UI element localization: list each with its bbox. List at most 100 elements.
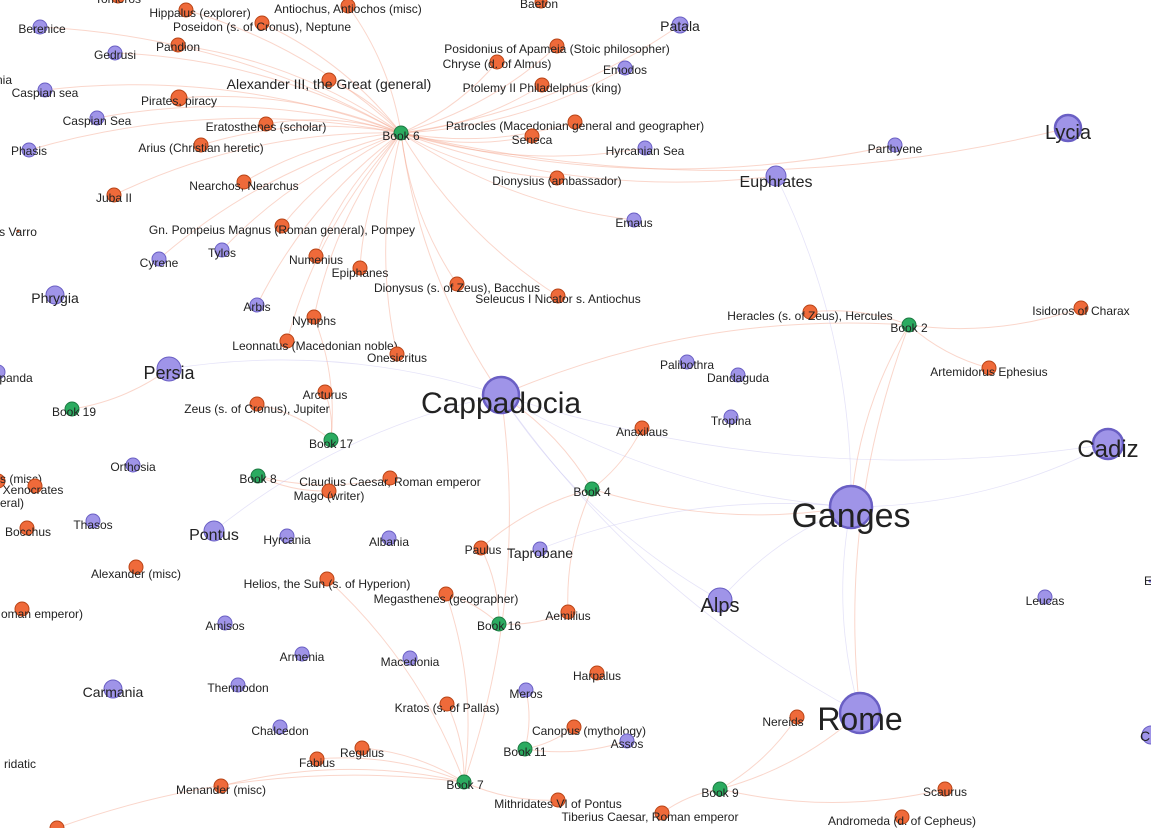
node-aemilius[interactable]: Aemilius: [545, 604, 591, 623]
person-node-marker[interactable]: [106, 187, 122, 203]
person-node-marker[interactable]: [382, 470, 398, 486]
place-node-marker[interactable]: [828, 484, 874, 530]
book-node-marker[interactable]: [323, 432, 339, 448]
book-node-marker[interactable]: [901, 317, 917, 333]
node-book-9[interactable]: Book 9: [701, 781, 739, 800]
person-node-marker[interactable]: [111, 0, 125, 4]
node-amisos[interactable]: Amisos: [205, 615, 245, 633]
node-tylos[interactable]: Tylos: [208, 242, 236, 260]
person-node-marker[interactable]: [389, 346, 405, 362]
node-taprobane[interactable]: Taprobane: [507, 541, 573, 561]
place-node-marker[interactable]: [85, 513, 101, 529]
person-node-marker[interactable]: [309, 751, 325, 767]
node-patala[interactable]: Patala: [660, 16, 700, 34]
node-gn-pompeius-magnus-roman-general-pompey[interactable]: Gn. Pompeius Magnus (Roman general), Pom…: [149, 218, 415, 237]
place-node-marker[interactable]: [37, 82, 53, 98]
person-node-marker[interactable]: [352, 260, 368, 276]
person-node-marker[interactable]: [340, 0, 356, 14]
node-onesicritus[interactable]: Onesicritus: [367, 346, 427, 365]
person-node-marker[interactable]: [894, 809, 910, 825]
place-node-marker[interactable]: [107, 45, 123, 61]
node-hyrcania[interactable]: Hyrcania: [263, 528, 311, 547]
node-antiochus-antiochos-misc[interactable]: Antiochus, Antiochos (misc): [274, 0, 422, 16]
node-albania[interactable]: Albania: [369, 530, 409, 549]
place-node-marker[interactable]: [279, 528, 295, 544]
place-node-marker[interactable]: [203, 520, 225, 542]
person-node-marker[interactable]: [306, 309, 322, 325]
node-regulus[interactable]: Regulus: [340, 740, 384, 760]
node-panda[interactable]: panda: [0, 364, 33, 385]
node-paulus[interactable]: Paulus: [465, 540, 502, 557]
node-leucas[interactable]: Leucas: [1026, 589, 1065, 608]
node-mago-writer[interactable]: Mago (writer): [294, 483, 365, 503]
person-node-marker[interactable]: [549, 38, 565, 54]
node-arbis[interactable]: Arbis: [243, 297, 271, 314]
person-node-marker[interactable]: [319, 571, 335, 587]
place-node-marker[interactable]: [272, 719, 288, 735]
node-eral[interactable]: eral): [0, 496, 24, 510]
place-node-marker[interactable]: [679, 354, 695, 370]
place-node-marker[interactable]: [723, 409, 739, 425]
person-node-marker[interactable]: [802, 304, 818, 320]
place-node-marker[interactable]: [1053, 113, 1083, 143]
place-node-marker[interactable]: [765, 165, 787, 187]
node-dionysus-s-of-zeus-bacchus[interactable]: Dionysus (s. of Zeus), Bacchus: [374, 276, 540, 295]
node-ganges[interactable]: Ganges: [791, 484, 911, 535]
node-menander-misc[interactable]: Menander (misc): [176, 778, 266, 797]
node-canopus-mythology[interactable]: Canopus (mythology): [532, 719, 646, 738]
node-alexander-misc[interactable]: Alexander (misc): [91, 559, 181, 581]
node-carmania[interactable]: Carmania: [83, 679, 144, 700]
node-parthyene[interactable]: Parthyene: [868, 137, 923, 156]
node-ptolemy-ii-philadelphus-king[interactable]: Ptolemy II Philadelphus (king): [463, 77, 622, 95]
book-node-marker[interactable]: [456, 774, 472, 790]
node-cadiz[interactable]: Cadiz: [1077, 427, 1139, 463]
node-tomeros[interactable]: Tomeros: [95, 0, 141, 6]
book-node-marker[interactable]: [712, 781, 728, 797]
place-node-marker[interactable]: [1141, 725, 1151, 745]
node-caspian-sea[interactable]: Caspian Sea: [63, 110, 132, 128]
node-thasos[interactable]: Thasos: [73, 513, 113, 532]
book-node-marker[interactable]: [584, 481, 600, 497]
node-book-2[interactable]: Book 2: [890, 317, 928, 335]
node-alps[interactable]: Alps: [701, 587, 740, 617]
place-node-marker[interactable]: [838, 691, 882, 735]
person-node-marker[interactable]: [16, 229, 20, 233]
node-anaxilaus[interactable]: Anaxilaus: [616, 420, 668, 439]
node-baeton[interactable]: Baeton: [520, 0, 558, 11]
node-macedonia[interactable]: Macedonia: [381, 650, 440, 669]
book-node-marker[interactable]: [250, 468, 266, 484]
person-node-marker[interactable]: [789, 709, 805, 725]
person-node-marker[interactable]: [49, 820, 65, 828]
book-node-marker[interactable]: [64, 401, 80, 417]
node-alexander-iii-the-great-general[interactable]: Alexander III, the Great (general): [227, 72, 432, 92]
place-node-marker[interactable]: [381, 530, 397, 546]
person-node-marker[interactable]: [534, 77, 550, 93]
person-node-marker[interactable]: [589, 665, 605, 681]
person-node-marker[interactable]: [439, 696, 455, 712]
node-eratosthenes-scholar[interactable]: Eratosthenes (scholar): [206, 116, 327, 134]
node-dandaguda[interactable]: Dandaguda: [707, 367, 769, 385]
place-node-marker[interactable]: [151, 251, 167, 267]
node-berenice[interactable]: Berenice: [18, 19, 66, 36]
node-book-16[interactable]: Book 16: [477, 616, 521, 633]
node-posidonius-of-apameia-stoic-philosopher[interactable]: Posidonius of Apameia (Stoic philosopher…: [444, 38, 670, 56]
place-node-marker[interactable]: [532, 541, 548, 557]
person-node-marker[interactable]: [317, 384, 333, 400]
node-nearchos-nearchus[interactable]: Nearchos, Nearchus: [189, 174, 299, 193]
node-book-7[interactable]: Book 7: [446, 774, 484, 792]
book-node-marker[interactable]: [517, 741, 533, 757]
node-seneca[interactable]: Seneca: [512, 128, 553, 147]
node-book-6[interactable]: Book 6: [382, 125, 420, 143]
node-seleucus-i-nicator-s-antiochus[interactable]: Seleucus I Nicator s. Antiochus: [475, 288, 641, 306]
person-node-marker[interactable]: [566, 719, 582, 735]
place-node-marker[interactable]: [32, 19, 48, 35]
node-palibothra[interactable]: Palibothra: [660, 354, 714, 372]
place-node-marker[interactable]: [21, 142, 37, 158]
person-node-marker[interactable]: [473, 540, 489, 556]
person-node-marker[interactable]: [981, 360, 997, 376]
place-node-marker[interactable]: [1091, 427, 1125, 461]
place-node-marker[interactable]: [214, 242, 230, 258]
place-node-marker[interactable]: [1148, 579, 1151, 583]
node-e[interactable]: E: [1144, 574, 1151, 588]
